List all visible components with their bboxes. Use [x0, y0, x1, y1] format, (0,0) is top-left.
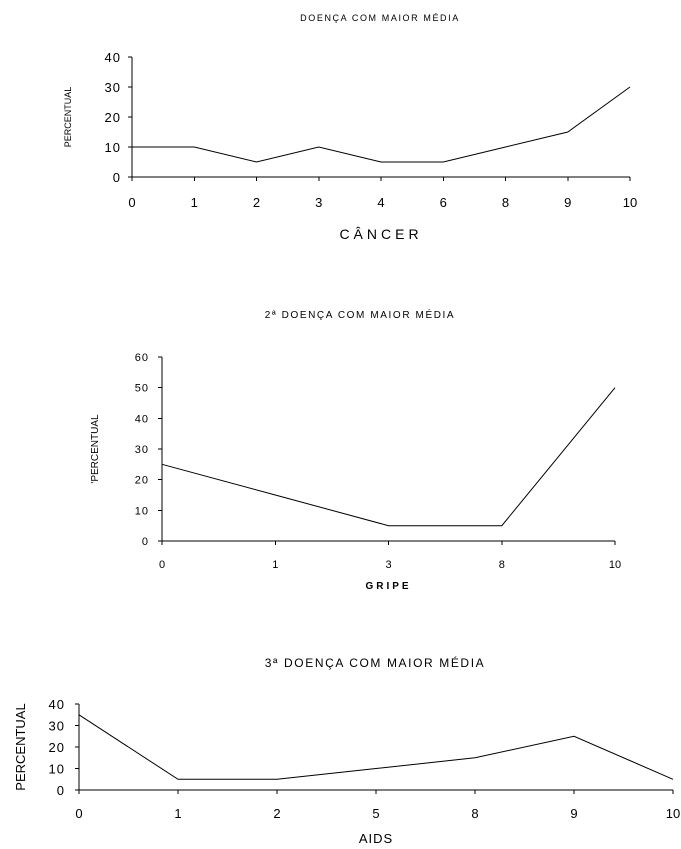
chart1-y-axis-title: PERCENTUAL: [63, 87, 73, 148]
chart1-x-tick-label: 10: [623, 195, 637, 210]
chart2-y-tick-label: 40: [135, 413, 149, 425]
chart2-x-tick-label: 8: [499, 559, 505, 571]
chart3-y-axis-title: PERCENTUAL: [13, 703, 28, 790]
chart1-series-line: [132, 86, 631, 163]
chart3-x-tick-label: 2: [273, 806, 280, 821]
chart2-y-axis-title: 'PERCENTUAL: [90, 414, 101, 484]
chart2-series-line: [161, 387, 616, 527]
chart2-x-tick-label: 0: [159, 559, 165, 571]
chart3-x-tick-label: 8: [471, 806, 478, 821]
chart1-y-tick-label: 40: [105, 50, 121, 65]
chart1-x-axis-title: CÂNCER: [339, 226, 422, 242]
chart1-y-tick-label: 0: [113, 170, 121, 185]
chart2-y-tick-label: 10: [135, 505, 149, 517]
chart3-y-tick-label: 10: [49, 762, 65, 777]
chart3-x-tick-label: 1: [174, 806, 181, 821]
chart3-y-tick-label: 20: [49, 740, 65, 755]
chart3-x-tick-label: 10: [666, 806, 680, 821]
chart1-y-tick-label: 30: [105, 80, 121, 95]
chart2-y-tick-label: 0: [142, 536, 149, 548]
chart3-y-tick-label: 40: [49, 697, 65, 712]
chart1-x-tick-label: 4: [377, 195, 384, 210]
chart3-x-tick-label: 9: [570, 806, 577, 821]
chart2-y-tick-label: 30: [135, 444, 149, 456]
chart1-x-tick-label: 1: [191, 195, 198, 210]
chart2-x-tick-label: 10: [609, 559, 621, 571]
chart2-y-tick-label: 60: [135, 352, 149, 364]
chart1-x-tick-label: 2: [253, 195, 260, 210]
chart3-title: 3ª DOENÇA COM MAIOR MÉDIA: [265, 655, 485, 670]
chart1-x-tick-label: 9: [564, 195, 571, 210]
chart1-x-tick-label: 6: [440, 195, 447, 210]
chart1-y-tick-label: 20: [105, 110, 121, 125]
chart1-x-tick-label: 8: [502, 195, 509, 210]
chart3-series-line: [78, 714, 674, 780]
chart1-y-tick-label: 10: [105, 140, 121, 155]
chart3-y-tick-label: 0: [57, 783, 65, 798]
chart2-title: 2ª DOENÇA COM MAIOR MÉDIA: [265, 308, 455, 321]
chart2-y-tick-label: 20: [135, 475, 149, 487]
chart3-x-axis-title: AIDS: [359, 831, 393, 846]
chart3-x-tick-label: 0: [75, 806, 82, 821]
chart1-title: DOENÇA COM MAIOR MÉDIA: [300, 13, 460, 23]
chart1-x-tick-label: 3: [315, 195, 322, 210]
chart3-y-tick-label: 30: [49, 719, 65, 734]
chart2-x-axis-title: GRIPE: [365, 581, 411, 592]
chart2-x-tick-label: 1: [272, 559, 278, 571]
chart3-x-tick-label: 5: [372, 806, 379, 821]
chart2-x-tick-label: 3: [385, 559, 391, 571]
chart2-y-tick-label: 50: [135, 383, 149, 395]
chart1-x-tick-label: 0: [128, 195, 135, 210]
